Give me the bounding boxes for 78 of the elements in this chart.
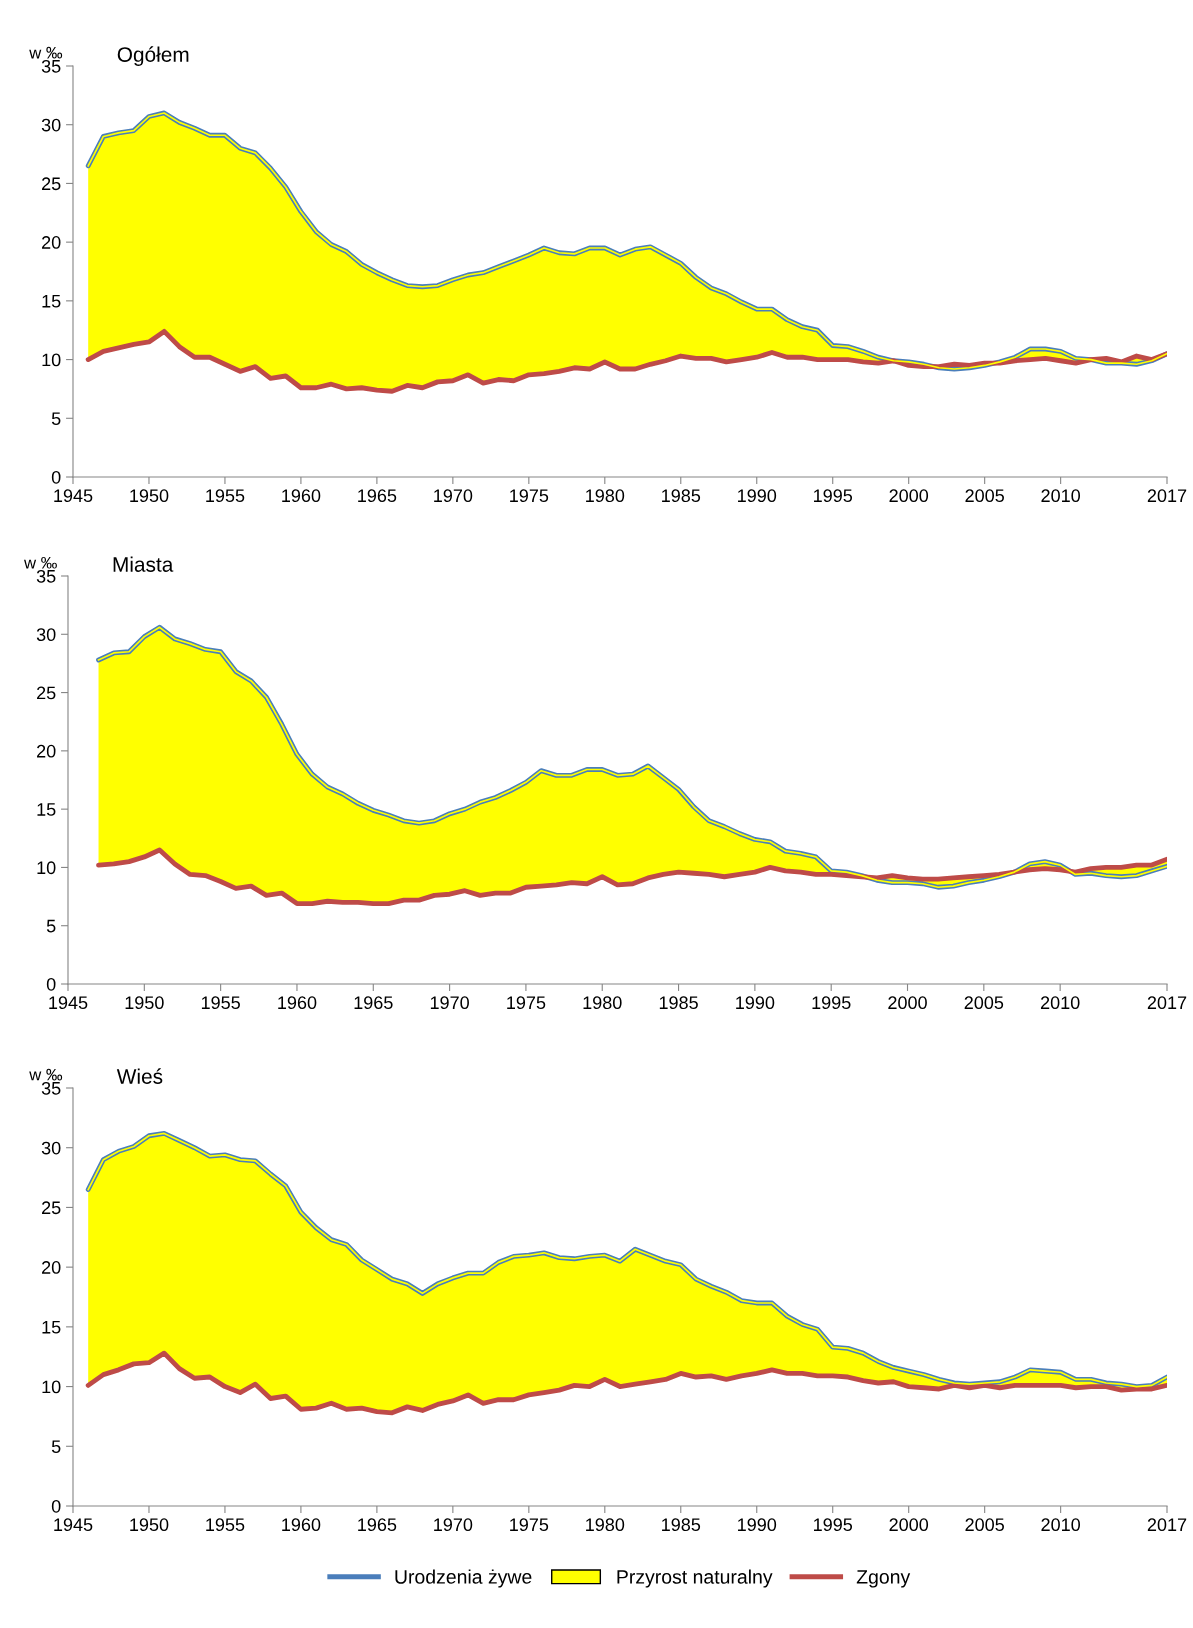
x-tick-label: 1955 [201, 996, 240, 1010]
y-tick-label: 35 [41, 59, 61, 73]
x-tick-label: 1965 [354, 996, 393, 1010]
y-tick-label: 5 [51, 412, 61, 426]
y-tick-label: 0 [51, 1499, 61, 1513]
y-tick-label: 5 [46, 919, 56, 933]
y-tick-label: 0 [46, 977, 56, 991]
x-tick-label: 1970 [434, 489, 473, 503]
y-tick-label: 30 [41, 118, 61, 132]
x-tick-label: 2017 [1147, 489, 1187, 503]
x-tick-label: 1980 [583, 996, 622, 1010]
x-tick-label: 1955 [206, 489, 245, 503]
x-tick-label: 1975 [507, 996, 546, 1010]
x-tick-label: 1970 [434, 1518, 473, 1532]
y-axis-title: w ‰ [24, 556, 57, 569]
x-tick-label: 1985 [662, 1518, 701, 1532]
x-tick-label: 2005 [965, 1518, 1004, 1532]
x-tick-label: 1945 [54, 489, 93, 503]
x-tick-label: 1980 [586, 1518, 625, 1532]
y-tick-label: 25 [37, 686, 56, 700]
y-tick-label: 15 [42, 1320, 61, 1334]
y-tick-label: 0 [51, 470, 61, 484]
x-tick-label: 2005 [965, 489, 1004, 503]
x-tick-label: 1995 [812, 996, 851, 1010]
x-tick-label: 2010 [1040, 996, 1080, 1010]
y-tick-label: 30 [41, 1141, 61, 1155]
x-tick-label: 1960 [282, 489, 321, 503]
legend-label: Urodzenia żywe [395, 1569, 532, 1588]
x-tick-label: 1945 [49, 996, 88, 1010]
x-tick-label: 1990 [738, 1518, 777, 1532]
x-tick-label: 1995 [814, 489, 853, 503]
x-tick-label: 1995 [814, 1518, 853, 1532]
x-tick-label: 2000 [888, 996, 927, 1010]
chart-title: Ogółem [117, 46, 189, 66]
x-tick-label: 2010 [1041, 489, 1081, 503]
x-tick-label: 1985 [659, 996, 698, 1010]
x-tick-label: 1965 [358, 1518, 397, 1532]
x-tick-label: 1975 [510, 489, 549, 503]
x-tick-label: 1985 [662, 489, 701, 503]
x-tick-label: 2017 [1147, 1518, 1187, 1532]
y-tick-label: 35 [36, 569, 56, 583]
y-tick-label: 25 [42, 177, 61, 191]
legend-label: Zgony [856, 1570, 911, 1588]
y-tick-label: 15 [37, 803, 56, 816]
y-tick-label: 35 [41, 1081, 61, 1095]
y-tick-label: 20 [42, 236, 61, 249]
x-tick-label: 1950 [125, 996, 164, 1010]
x-tick-label: 2017 [1147, 996, 1187, 1010]
y-tick-label: 25 [42, 1201, 61, 1215]
x-tick-label: 1960 [282, 1518, 321, 1532]
y-tick-label: 20 [37, 744, 56, 758]
x-tick-label: 1975 [510, 1518, 549, 1532]
x-tick-label: 2000 [889, 1518, 929, 1532]
x-tick-label: 1945 [54, 1518, 93, 1532]
y-tick-label: 20 [42, 1261, 61, 1274]
chart-title: Miasta [113, 556, 174, 572]
y-tick-label: 10 [37, 861, 56, 875]
y-tick-label: 30 [36, 628, 56, 642]
y-tick-label: 10 [42, 353, 61, 367]
x-tick-label: 2010 [1041, 1518, 1081, 1532]
y-tick-label: 15 [42, 294, 61, 308]
x-tick-label: 1950 [130, 1518, 169, 1532]
y-tick-label: 5 [51, 1440, 61, 1454]
x-tick-label: 1965 [358, 489, 397, 503]
chart-title: Wieś [116, 1068, 163, 1084]
x-tick-label: 1990 [736, 996, 775, 1010]
x-tick-label: 1950 [130, 489, 169, 503]
x-tick-label: 1970 [430, 996, 469, 1010]
x-tick-label: 2000 [889, 489, 929, 503]
x-tick-label: 1990 [738, 489, 777, 503]
y-axis-title: w ‰ [29, 1068, 63, 1081]
x-tick-label: 1960 [278, 996, 317, 1010]
x-tick-label: 1955 [206, 1518, 245, 1532]
x-tick-label: 2005 [964, 996, 1004, 1010]
legend-label: Przyrost naturalny [617, 1569, 773, 1588]
x-tick-label: 1980 [586, 489, 625, 503]
y-tick-label: 10 [42, 1380, 61, 1394]
y-axis-title: w ‰ [29, 46, 63, 59]
